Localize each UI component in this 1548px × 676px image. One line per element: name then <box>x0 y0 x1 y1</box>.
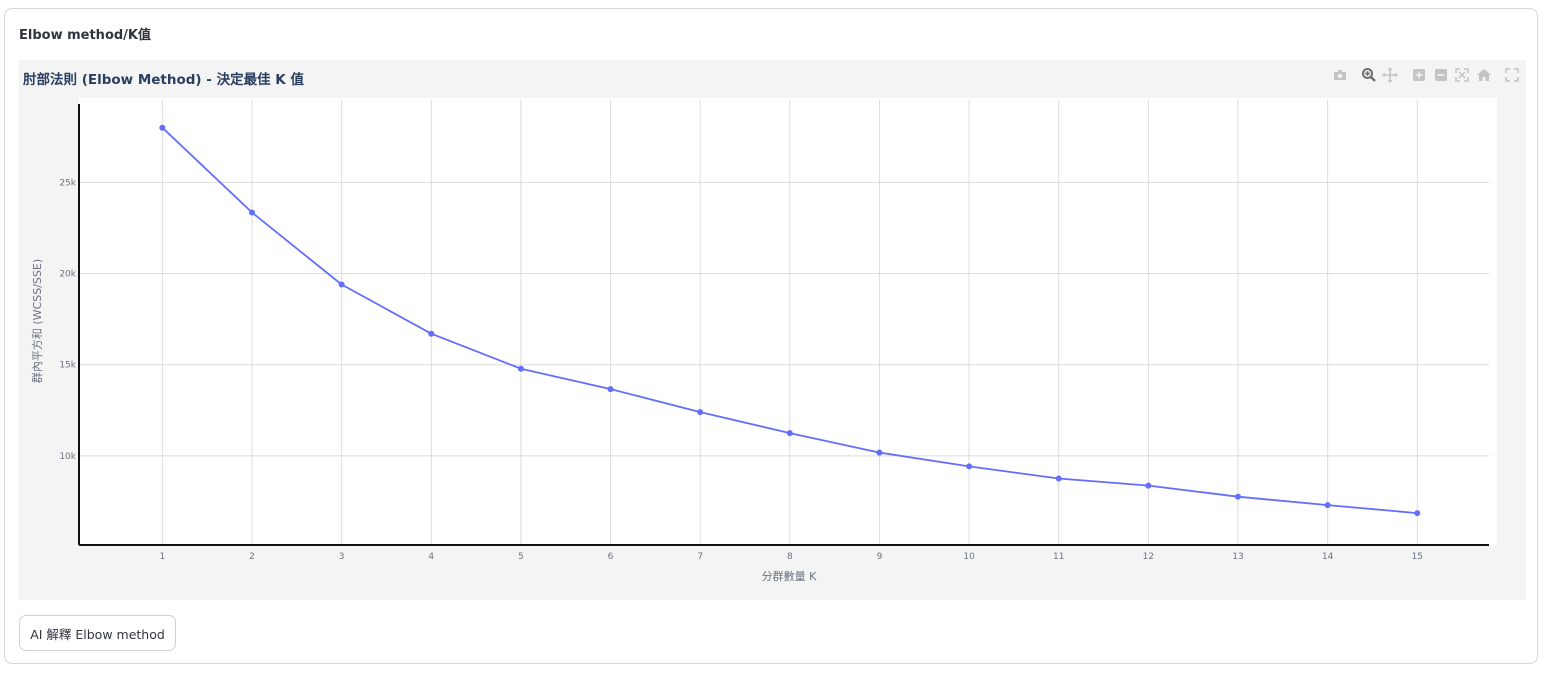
x-tick-label: 2 <box>249 552 255 562</box>
data-point[interactable] <box>249 209 256 216</box>
data-point[interactable] <box>1145 482 1152 489</box>
x-tick-labels: 1 2 3 4 5 6 7 8 9 10 11 12 13 14 15 <box>159 552 1423 562</box>
x-axis-title: 分群數量 K <box>762 569 817 583</box>
pan-icon[interactable] <box>1382 67 1398 83</box>
x-tick-label: 9 <box>877 552 883 562</box>
x-tick-label: 15 <box>1412 552 1423 562</box>
zoom-in-icon[interactable] <box>1411 67 1427 83</box>
zoom-out-icon[interactable] <box>1433 67 1449 83</box>
x-tick-label: 13 <box>1232 552 1243 562</box>
data-point[interactable] <box>1414 510 1421 517</box>
x-tick-label: 6 <box>608 552 614 562</box>
x-tick-label: 10 <box>963 552 975 562</box>
data-point[interactable] <box>786 430 793 437</box>
data-point[interactable] <box>1055 475 1062 482</box>
grid-lines <box>79 100 1489 545</box>
axes <box>78 104 1489 546</box>
x-tick-label: 11 <box>1053 552 1064 562</box>
data-point[interactable] <box>338 281 345 288</box>
x-tick-label: 12 <box>1143 552 1154 562</box>
x-tick-label: 3 <box>339 552 345 562</box>
data-point[interactable] <box>1235 493 1242 500</box>
x-tick-label: 4 <box>428 552 434 562</box>
data-point[interactable] <box>607 386 614 393</box>
x-tick-label: 8 <box>787 552 793 562</box>
data-point[interactable] <box>876 449 883 456</box>
plot-background <box>79 98 1497 545</box>
data-series <box>159 124 1421 517</box>
chart-title: 肘部法則 (Elbow Method) - 決定最佳 K 值 <box>23 72 304 88</box>
section-title: Elbow method/K值 <box>19 28 151 43</box>
x-tick-label: 5 <box>518 552 524 562</box>
x-tick-label: 14 <box>1322 552 1334 562</box>
x-tick-label: 7 <box>697 552 703 562</box>
y-tick-label: 10k <box>59 452 76 462</box>
y-tick-label: 15k <box>59 361 76 371</box>
ai-explain-button[interactable]: AI 解釋 Elbow method <box>19 615 176 651</box>
y-axis-title: 群內平方和 (WCSS/SSE) <box>30 259 44 383</box>
y-tick-labels: 10k 15k 20k 25k <box>59 178 76 461</box>
reset-axes-icon[interactable] <box>1476 67 1492 83</box>
y-tick-label: 20k <box>59 270 76 280</box>
y-tick-label: 25k <box>59 178 76 188</box>
data-point[interactable] <box>159 124 166 131</box>
data-point[interactable] <box>1324 502 1331 509</box>
data-point[interactable] <box>428 330 435 337</box>
autoscale-icon[interactable] <box>1454 67 1470 83</box>
x-tick-label: 1 <box>159 552 165 562</box>
fullscreen-icon[interactable] <box>1504 67 1520 83</box>
data-point[interactable] <box>697 409 704 416</box>
data-point[interactable] <box>966 463 973 470</box>
data-point[interactable] <box>517 365 524 372</box>
zoom-icon[interactable] <box>1361 67 1377 83</box>
camera-icon[interactable] <box>1332 67 1348 83</box>
